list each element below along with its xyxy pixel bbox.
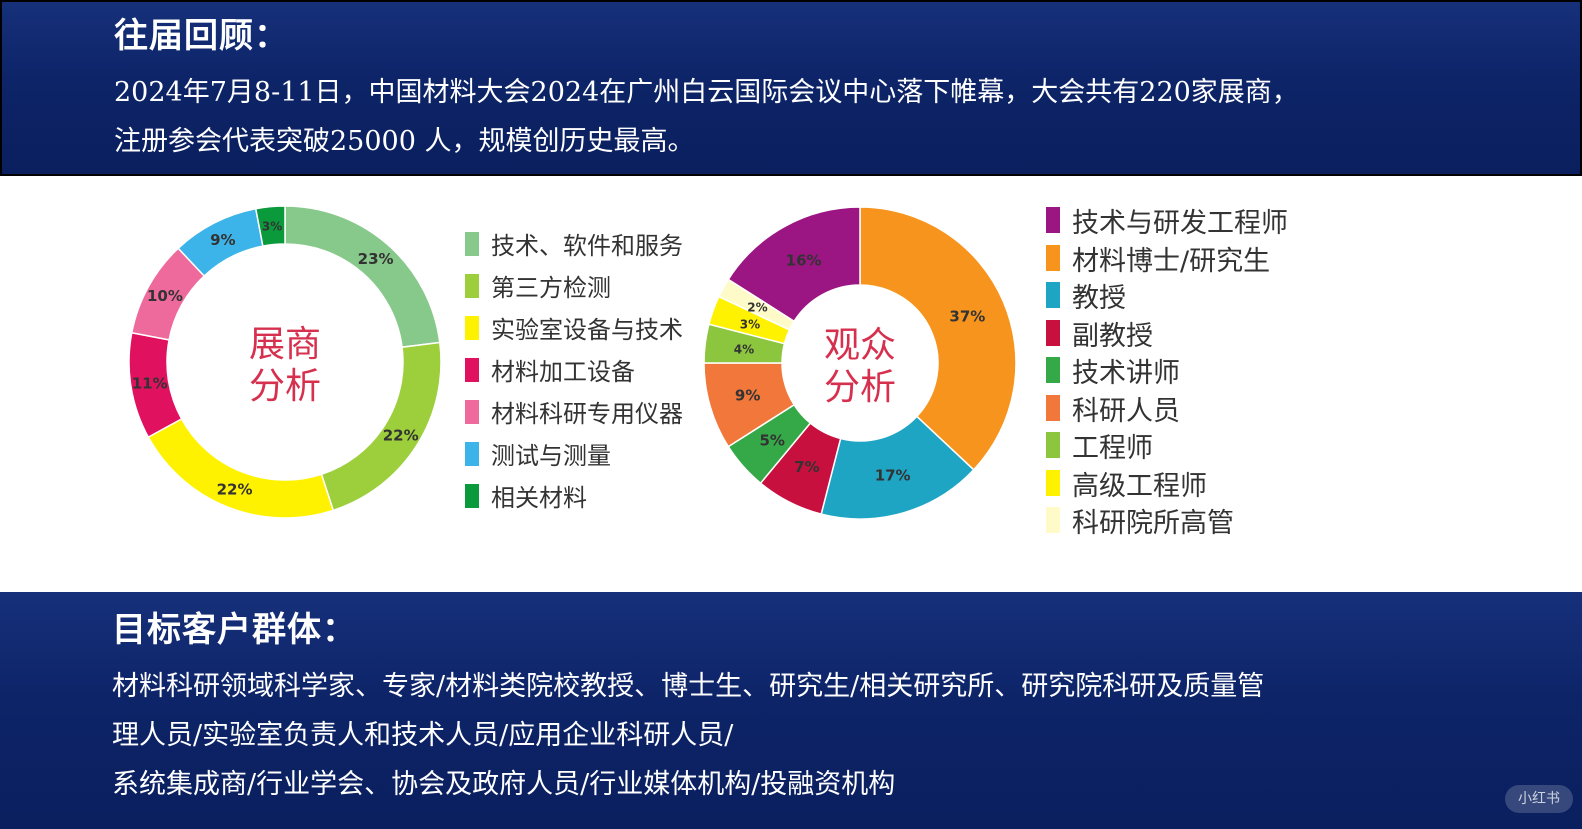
data-label: 9% xyxy=(735,387,760,405)
legend-swatch xyxy=(1046,432,1060,458)
intro-line: 2024年7月8-11日，中国材料大会2024在广州白云国际会议中心落下帷幕，大… xyxy=(114,77,1299,108)
legend-label: 科研人员 xyxy=(1072,395,1180,427)
data-label: 3% xyxy=(262,220,282,234)
data-label: 23% xyxy=(358,250,394,268)
legend-swatch xyxy=(465,442,479,466)
legend-swatch xyxy=(1046,207,1060,233)
data-label: 7% xyxy=(794,458,819,476)
data-label: 10% xyxy=(147,287,183,305)
chart-title: 分析 xyxy=(824,367,896,408)
legend-label: 副教授 xyxy=(1072,320,1153,352)
legend-swatch xyxy=(1046,282,1060,308)
legend-swatch xyxy=(465,358,479,382)
legend-label: 相关材料 xyxy=(491,484,587,512)
data-label: 11% xyxy=(132,374,168,392)
legend-swatch xyxy=(1046,357,1060,383)
legend-swatch xyxy=(1046,507,1060,533)
chart-title: 展商 xyxy=(249,324,321,365)
legend-label: 实验室设备与技术 xyxy=(491,316,683,344)
donut-segment xyxy=(820,415,975,520)
data-label: 16% xyxy=(786,251,822,269)
data-label: 3% xyxy=(740,317,760,331)
legend-swatch xyxy=(1046,469,1060,496)
legend-label: 测试与测量 xyxy=(491,442,611,470)
target-paragraph: 材料科研领域科学家、专家/材料类院校教授、博士生、研究生/相关研究所、研究院科研… xyxy=(112,662,1264,809)
legend-swatch xyxy=(1046,394,1060,421)
legend-label: 材料博士/研究生 xyxy=(1072,245,1271,277)
target-line: 系统集成商/行业学会、协会及政府人员/行业媒体机构/投融资机构 xyxy=(112,769,896,800)
watermark-logo: 小红书 xyxy=(1505,785,1573,813)
legend-swatch xyxy=(1046,244,1060,271)
legend-label: 第三方检测 xyxy=(491,274,611,302)
chart-title: 观众 xyxy=(824,325,896,366)
legend-label: 材料加工设备 xyxy=(491,358,635,386)
legend-swatch xyxy=(465,316,479,340)
legend-label: 高级工程师 xyxy=(1072,470,1207,502)
donut-segment xyxy=(254,205,286,247)
intro-banner: 往届回顾： 2024年7月8-11日，中国材料大会2024在广州白云国际会议中心… xyxy=(0,0,1582,176)
donut-segment xyxy=(859,206,1017,471)
legend-swatch xyxy=(465,274,479,298)
donut-segment xyxy=(320,341,442,512)
legend-label: 教授 xyxy=(1072,283,1126,314)
data-label: 22% xyxy=(383,426,419,444)
legend-swatch xyxy=(1046,319,1060,346)
data-label: 4% xyxy=(734,342,754,356)
target-line: 材料科研领域科学家、专家/材料类院校教授、博士生、研究生/相关研究所、研究院科研… xyxy=(112,671,1265,702)
legend-swatch xyxy=(465,400,479,424)
data-label: 37% xyxy=(949,308,985,326)
legend-label: 技术、软件和服务 xyxy=(491,232,683,260)
data-label: 22% xyxy=(217,480,253,498)
intro-line: 注册参会代表突破25000 人，规模创历史最高。 xyxy=(114,126,695,157)
legend-swatch xyxy=(465,484,479,508)
target-heading: 目标客户群体： xyxy=(112,610,357,650)
legend-label: 材料科研专用仪器 xyxy=(491,400,683,428)
donut-segment xyxy=(147,417,335,519)
legend-label: 科研院所高管 xyxy=(1072,508,1234,539)
donut-charts: 23%22%22%11%10%9%3%展商分析37%17%7%5%9%4%3%2… xyxy=(128,205,1017,520)
legend-label: 技术与研发工程师 xyxy=(1072,208,1288,239)
data-label: 9% xyxy=(210,231,235,249)
legend-swatch xyxy=(465,232,479,256)
data-label: 2% xyxy=(747,301,767,315)
intro-heading: 往届回顾： xyxy=(114,16,289,56)
charts-area: 23% 22% 22% 11% 10% 9% 3% 展商 分析 37% 17% 7% 5% 9% 4% 3% 2… xyxy=(0,176,1582,592)
target-line: 理人员/实验室负责人和技术人员/应用企业科研人员/ xyxy=(112,720,734,751)
data-label: 5% xyxy=(760,431,785,449)
legend-label: 技术讲师 xyxy=(1072,358,1180,389)
chart-title: 分析 xyxy=(249,366,321,407)
legend-label: 工程师 xyxy=(1072,433,1153,464)
donut-segment xyxy=(727,206,861,323)
target-banner: 目标客户群体： 材料科研领域科学家、专家/材料类院校教授、博士生、研究生/相关研… xyxy=(0,592,1582,829)
data-label: 17% xyxy=(875,466,911,484)
intro-paragraph: 2024年7月8-11日，中国材料大会2024在广州白云国际会议中心落下帷幕，大… xyxy=(114,68,1299,166)
